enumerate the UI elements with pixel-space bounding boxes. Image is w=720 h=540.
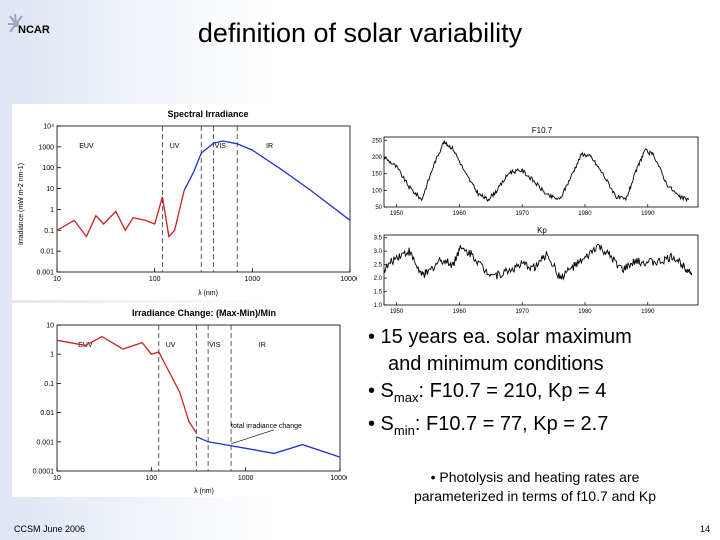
region-label: EUV: [79, 143, 94, 150]
x-tick-label: 1960: [453, 309, 467, 315]
bullet-1-line-2: and minimum conditions: [388, 353, 604, 375]
y-tick-label: 100: [42, 165, 54, 172]
x-tick-label: 100: [149, 276, 161, 283]
y-tick-label: 0.0001: [33, 469, 55, 476]
y-tick-label: 2.5: [374, 263, 383, 269]
irradiance-change-chart: Irradiance Change: (Max-Min)/Min λ (nm) …: [12, 303, 347, 497]
x-tick-label: 1950: [390, 211, 404, 217]
y-tick-label: 1.5: [374, 290, 383, 296]
x-tick-label: 10000: [330, 475, 347, 482]
series-line: [196, 436, 341, 458]
note-line-2: parameterized in terms of f10.7 and Kp: [413, 488, 657, 504]
y-tick-label: 1: [50, 352, 54, 359]
y-tick-label: 0.001: [36, 439, 54, 446]
series-line: [183, 140, 351, 221]
x-tick-label: 1950: [390, 309, 404, 315]
y-tick-label: 1: [50, 207, 54, 214]
series-line: [383, 243, 693, 281]
page-number: 14: [700, 524, 711, 534]
series-line: [383, 140, 690, 203]
slide-title: definition of solar variability: [197, 18, 523, 48]
x-tick-label: 10000: [340, 276, 357, 283]
note-line-1: • Photolysis and heating rates are: [430, 469, 640, 485]
bullet-2-text: : F10.7 = 210, Kp = 4: [418, 380, 607, 402]
y-tick-label: 3.0: [374, 249, 383, 255]
chart-title: Irradiance Change: (Max-Min)/Min: [132, 308, 276, 318]
plot-frame: [56, 125, 351, 273]
y-tick-label: 50: [375, 205, 382, 211]
y-tick-label: 3.5: [374, 236, 383, 242]
x-axis-label: λ (nm): [198, 290, 218, 297]
annotation-label: total irradiance change: [231, 423, 302, 430]
chart-title: Kp: [537, 226, 547, 235]
chart-title: Spectral Irradiance: [167, 109, 248, 119]
x-tick-label: 1980: [578, 211, 592, 217]
logo-text: NCAR: [18, 24, 50, 36]
plot-frame: [383, 136, 699, 208]
x-axis-label: λ (nm): [194, 488, 214, 495]
plot-frame: [383, 234, 699, 306]
y-tick-label: 1000: [38, 144, 54, 151]
y-tick-label: 10: [46, 323, 54, 330]
y-tick-label: 0.1: [44, 381, 54, 388]
x-tick-label: 1000: [238, 475, 254, 482]
region-label: UV: [166, 342, 176, 349]
y-tick-label: 250: [372, 138, 383, 144]
bullet-2-subscript: max: [393, 390, 419, 405]
bullet-3-text: : F10.7 = 77, Kp = 2.7: [414, 413, 609, 435]
series-line: [56, 190, 185, 239]
y-axis-label: Irradiance (mW m-2 nm-1): [18, 163, 25, 245]
y-tick-label: 150: [372, 172, 383, 178]
footer-text: CCSM June 2006: [14, 524, 86, 534]
plot-area: 101001000100001010.10.010.0010.0001EUVUV…: [33, 323, 347, 483]
region-label: IR: [259, 342, 266, 349]
x-tick-label: 10: [53, 276, 61, 283]
plot-area: 1950 1960 1970 1980 1990 3.5 3.0 2.5 2.0 1.5 1.0: [374, 234, 699, 315]
y-tick-label: 0.01: [40, 249, 54, 256]
y-tick-label: 1.0: [374, 303, 383, 309]
bullet-3-prefix: • S: [368, 413, 394, 435]
spectral-irradiance-chart: Spectral Irradiance Irradiance (mW m-2 n…: [12, 104, 357, 300]
x-tick-label: 1000: [245, 276, 261, 283]
y-tick-label: 100: [372, 188, 383, 194]
x-tick-label: 1990: [641, 211, 655, 217]
ncar-logo: [8, 13, 23, 33]
bullet-2-prefix: • S: [368, 380, 394, 402]
x-tick-label: 1980: [578, 309, 592, 315]
bullet-1-line-1: • 15 years ea. solar maximum: [368, 326, 632, 348]
plot-area: 1950 1960 1970 1980 1990 250 200 150 100 50: [372, 136, 699, 217]
x-tick-label: 10: [53, 475, 61, 482]
plot-area: 10 100 1000 10000 10⁴ 1000 100 10 1 0.1 0.01 0.001 E…: [36, 124, 357, 284]
y-tick-label: 0.01: [40, 410, 54, 417]
x-tick-label: 1970: [515, 309, 529, 315]
region-label: VIS: [215, 143, 227, 150]
photolysis-note: • Photolysis and heating rates are param…: [370, 468, 700, 506]
x-tick-label: 1970: [515, 211, 529, 217]
region-label: IR: [266, 143, 273, 150]
y-tick-label: 10⁴: [43, 124, 54, 131]
series-line: [56, 335, 197, 434]
f107-chart: F10.7 1950 1960 1970 1980 1990 250 200 150 100 50: [362, 125, 704, 225]
bullet-list: • 15 years ea. solar maximum and minimum…: [362, 318, 704, 440]
kp-chart: Kp 1950 1960 1970 1980 1990 3.5 3.0 2.5 2.0 1.5 1.…: [362, 225, 704, 317]
y-tick-label: 10: [46, 186, 54, 193]
plot-frame: [56, 324, 341, 472]
y-tick-label: 0.001: [36, 270, 54, 277]
y-tick-label: 200: [372, 155, 383, 161]
bullet-3: • Smin: F10.7 = 77, Kp = 2.7: [362, 411, 704, 444]
chart-title: F10.7: [532, 126, 553, 135]
region-label: VIS: [209, 342, 221, 349]
region-label: UV: [170, 143, 180, 150]
annotation-leader: [230, 429, 275, 445]
bullet-2: • Smax: F10.7 = 210, Kp = 4: [362, 378, 704, 411]
x-tick-label: 1990: [641, 309, 655, 315]
x-tick-label: 1960: [453, 211, 467, 217]
x-tick-label: 100: [145, 475, 157, 482]
bullet-3-subscript: min: [393, 423, 415, 438]
y-tick-label: 0.1: [44, 228, 54, 235]
y-tick-label: 2.0: [374, 276, 383, 282]
